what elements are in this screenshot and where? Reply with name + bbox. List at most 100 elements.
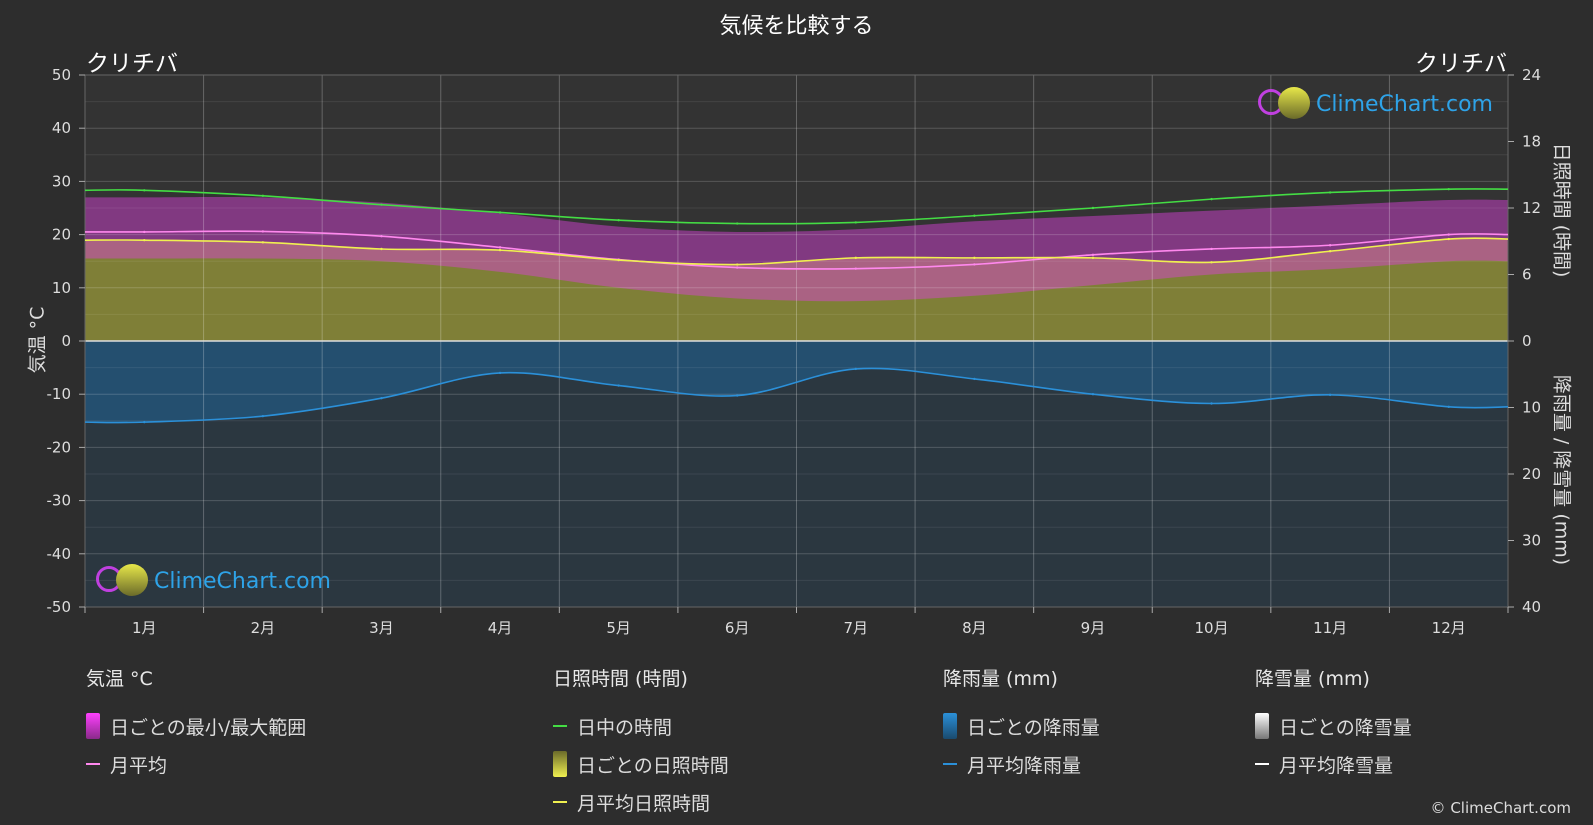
sunshine-avg-line-point [1447, 237, 1450, 241]
sunshine-avg-line-point [736, 263, 739, 266]
line-swatch [943, 763, 957, 765]
logo-text: ClimeChart.com [1316, 91, 1493, 117]
temperature-avg-line-point [736, 266, 739, 269]
snow-swatch [1255, 713, 1269, 739]
logo-text: ClimeChart.com [154, 568, 331, 594]
right-sun-tick-label: 18 [1522, 133, 1541, 151]
right-precip-tick-label: 30 [1522, 532, 1541, 550]
left-axis-title: 気温 °C [26, 306, 49, 374]
legend-item: 日ごとの降雪量 [1255, 707, 1412, 745]
month-label: 10月 [1194, 619, 1228, 637]
left-tick-label: 30 [52, 172, 71, 190]
legend-temperature: 気温 °C 日ごとの最小/最大範囲 月平均 [86, 664, 306, 783]
rain-avg-line [85, 367, 1508, 424]
legend-item: 日中の時間 [553, 707, 729, 745]
left-tick-label: -40 [47, 545, 72, 563]
right-axis-sun-title: 日照時間 (時間) [1550, 142, 1573, 278]
daylight-line-point [143, 189, 146, 192]
right-sun-tick-label: 0 [1522, 332, 1532, 350]
daylight-line [85, 188, 1508, 225]
temperature-avg-line-point [1210, 247, 1213, 251]
sunshine-avg-line-point [854, 256, 857, 260]
right-sun-tick-label: 12 [1522, 199, 1541, 217]
daylight-line-point [736, 222, 739, 225]
month-label: 9月 [1081, 619, 1106, 637]
left-tick-label: -10 [47, 385, 72, 403]
legend-label: 日中の時間 [577, 716, 673, 739]
rain-avg-line-point [1447, 405, 1450, 409]
left-tick-label: 40 [52, 119, 71, 137]
temperature-avg-line-point [261, 230, 265, 233]
city-left-label: クリチバ [86, 51, 178, 77]
legend-label: 月平均降雪量 [1279, 754, 1394, 777]
daylight-line-point [1328, 191, 1332, 194]
daylight-line-point [1091, 206, 1095, 210]
month-label: 11月 [1313, 619, 1347, 637]
month-label: 2月 [251, 619, 276, 637]
line-swatch [553, 801, 567, 803]
logo-top: ClimeChart.com [1258, 87, 1493, 121]
temperature-range-band [85, 196, 1508, 302]
right-precip-tick-label: 10 [1522, 399, 1541, 417]
left-tick-label: 0 [61, 332, 71, 350]
legend-sunshine: 日照時間 (時間) 日中の時間 日ごとの日照時間 月平均日照時間 [553, 664, 729, 821]
rain-avg-line-point [380, 396, 383, 400]
legend-heading: 降雨量 (mm) [943, 668, 1058, 690]
sunshine-avg-line-point [1091, 256, 1095, 260]
left-tick-label: 20 [52, 226, 71, 244]
legend-label: 日ごとの最小/最大範囲 [110, 716, 307, 739]
daylight-line-point [617, 218, 620, 222]
left-tick-label: -30 [47, 492, 72, 510]
month-label: 8月 [962, 619, 987, 637]
rain-avg-line-point [1328, 393, 1332, 397]
chart-title: 気候を比較する [719, 14, 874, 39]
sunshine-avg-line-point [617, 258, 620, 262]
temperature-avg-line-point [973, 263, 976, 266]
right-precip-tick-label: 40 [1522, 598, 1541, 616]
legend-item: 月平均 [86, 745, 306, 783]
legend-heading: 気温 °C [86, 668, 153, 690]
legend-label: 月平均 [110, 754, 168, 777]
daylight-line-point [854, 221, 857, 224]
sunshine-avg-line-point [1210, 261, 1213, 264]
month-label: 3月 [369, 619, 394, 637]
legend-heading: 日照時間 (時間) [553, 668, 688, 690]
logo-bottom: ClimeChart.com [96, 564, 331, 598]
daylight-line-point [1210, 197, 1213, 201]
line-swatch [553, 725, 567, 727]
sunshine-avg-line-point [1328, 250, 1332, 253]
right-precip-tick-label: 20 [1522, 465, 1541, 483]
rain-avg-line-point [973, 377, 976, 381]
daylight-line-point [973, 214, 976, 217]
legend-item: 日ごとの最小/最大範囲 [86, 707, 306, 745]
left-tick-label: 10 [52, 279, 71, 297]
right-sun-tick-label: 6 [1522, 266, 1532, 284]
climechart-logo-icon [96, 564, 148, 598]
copyright: © ClimeChart.com [1430, 799, 1571, 817]
legend-label: 月平均日照時間 [577, 792, 711, 815]
month-label: 1月 [132, 619, 157, 637]
month-label: 4月 [488, 619, 513, 637]
daylight-line-point [1447, 187, 1450, 191]
legend-label: 月平均降雨量 [967, 754, 1082, 777]
rain-avg-line-point [617, 384, 620, 387]
temperature-avg-line-point [854, 267, 857, 270]
rain-swatch [943, 713, 957, 739]
daylight-line-point [498, 211, 502, 214]
rain-avg-line-point [143, 420, 146, 424]
legend-item: 月平均日照時間 [553, 783, 729, 821]
line-swatch [1255, 763, 1269, 765]
right-axis-precip-title: 降雨量 / 降雪量 (mm) [1550, 374, 1573, 566]
legend-item: 日ごとの日照時間 [553, 745, 729, 783]
rain-avg-line-point [261, 414, 265, 418]
sunshine-avg-line-point [143, 238, 146, 242]
daylight-line-point [380, 203, 383, 206]
right-sun-tick-label: 24 [1522, 66, 1541, 84]
range-swatch [86, 713, 100, 739]
city-right-label: クリチバ [1415, 51, 1507, 77]
legend-label: 日ごとの日照時間 [577, 754, 729, 777]
rain-avg-line-point [854, 367, 857, 371]
sunshine-avg-line-point [498, 248, 502, 252]
temperature-avg-line-point [1447, 233, 1450, 236]
